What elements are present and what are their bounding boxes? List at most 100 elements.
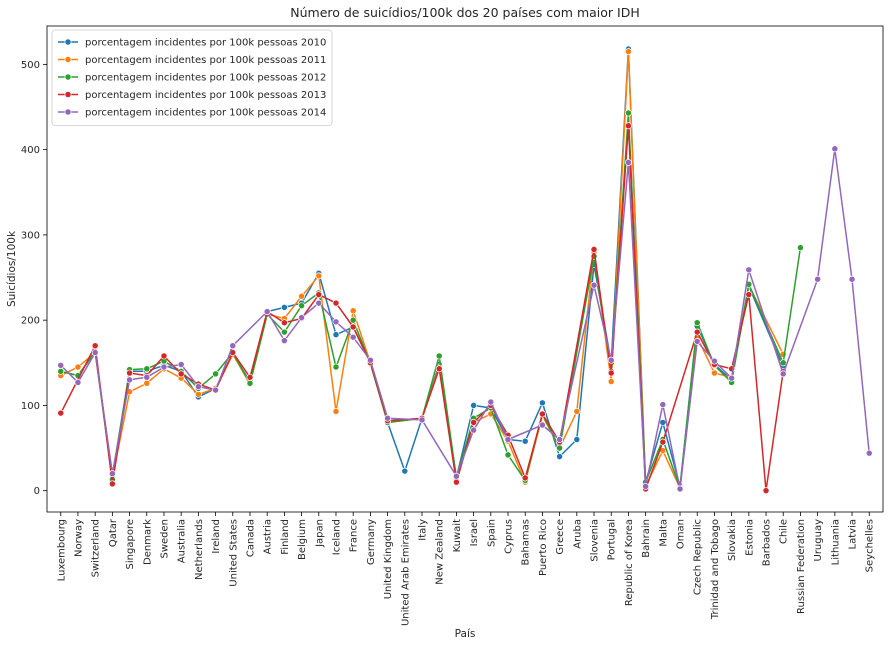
legend-label: porcentagem incidentes por 100k pessoas … <box>85 55 326 66</box>
legend-marker <box>64 91 72 98</box>
data-point <box>693 328 701 336</box>
data-point <box>745 266 753 274</box>
data-point <box>607 369 615 377</box>
data-point <box>745 291 753 299</box>
data-point <box>177 361 185 368</box>
x-tick-label: Portugal <box>607 519 618 560</box>
data-point <box>762 487 770 495</box>
x-tick-label: Russian Federation <box>796 519 807 614</box>
data-point <box>401 467 409 475</box>
legend-marker <box>64 73 72 81</box>
x-tick-label: Japan <box>314 519 325 548</box>
data-point <box>487 398 495 406</box>
data-point <box>212 386 220 394</box>
data-point <box>573 436 581 443</box>
x-tick-label: Slovenia <box>590 519 601 562</box>
data-point <box>538 399 546 407</box>
x-tick-label: Puerto Rico <box>538 519 549 576</box>
data-point <box>229 342 237 350</box>
data-point <box>538 421 546 429</box>
plot-area: 0 100 200 300 400 500 Luxembourg Norway Switzerl… <box>21 25 884 626</box>
y-axis-label: Suicídios/100k <box>6 230 18 307</box>
x-tick-label: Malta <box>658 519 669 547</box>
data-point <box>74 363 82 371</box>
x-tick-label: Czech Republic <box>693 519 704 595</box>
data-point <box>108 480 116 488</box>
data-point <box>57 361 65 369</box>
x-tick-label: United Kingdom <box>383 519 394 599</box>
data-point <box>504 436 512 443</box>
x-tick-label: Barbados <box>762 519 773 566</box>
data-point <box>418 416 426 424</box>
x-tick-label: Lithuania <box>830 519 841 565</box>
data-point <box>556 436 564 443</box>
x-tick-label: Estonia <box>744 519 755 556</box>
legend-marker <box>64 38 72 46</box>
data-point <box>366 356 374 364</box>
data-point <box>624 48 632 56</box>
x-tick-label: Oman <box>676 519 687 549</box>
legend-box <box>51 29 333 126</box>
data-point <box>504 451 512 459</box>
data-point <box>194 383 202 391</box>
x-tick-label: Republic of Korea <box>624 519 635 606</box>
data-point <box>349 307 357 315</box>
data-point <box>521 437 529 445</box>
data-point <box>332 331 340 339</box>
data-point <box>659 401 667 409</box>
data-point <box>693 319 701 327</box>
x-tick-label: Netherlands <box>194 519 205 580</box>
y-tick-label: 0 <box>34 486 40 497</box>
series-line-5 <box>60 148 870 490</box>
data-point <box>728 374 736 382</box>
data-point <box>556 444 564 452</box>
data-point <box>108 470 116 478</box>
data-point <box>779 359 787 367</box>
y-tick-label: 400 <box>21 145 40 156</box>
chart-title: Número de suicídios/100k dos 20 países c… <box>290 5 639 20</box>
x-tick-label: United States <box>228 519 239 587</box>
x-tick-label: Latvia <box>848 519 859 549</box>
data-point <box>538 410 546 418</box>
data-point <box>676 485 684 493</box>
data-point <box>814 275 822 283</box>
data-point <box>642 482 650 490</box>
data-point <box>315 272 323 280</box>
y-tick-label: 500 <box>21 60 40 71</box>
data-point <box>91 349 99 357</box>
x-tick-label: Bahrain <box>641 519 652 558</box>
x-tick-label: Trinidad and Tobago <box>710 519 721 620</box>
series-line-3 <box>60 112 802 489</box>
legend-label: porcentagem incidentes por 100k pessoas … <box>85 38 326 49</box>
data-point <box>556 453 564 461</box>
data-point <box>779 370 787 378</box>
data-point <box>177 370 185 378</box>
x-tick-label: Qatar <box>108 518 119 547</box>
data-point <box>315 299 323 307</box>
x-tick-label: Ireland <box>211 519 222 554</box>
data-point <box>796 244 804 252</box>
data-point <box>435 365 443 373</box>
data-point <box>74 378 82 386</box>
x-tick-label: Kuwait <box>452 519 463 552</box>
x-tick-label: France <box>349 519 360 552</box>
x-tick-label: Canada <box>245 519 256 557</box>
y-tick-label: 100 <box>21 401 40 412</box>
data-point <box>710 357 718 365</box>
data-point <box>126 376 134 384</box>
legend-label: porcentagem incidentes por 100k pessoas … <box>85 108 326 119</box>
data-point <box>298 314 306 322</box>
data-point <box>384 414 392 422</box>
data-point <box>659 419 667 426</box>
y-tick-label: 300 <box>21 230 40 241</box>
data-point <box>280 337 288 345</box>
x-tick-label: Chile <box>779 519 790 544</box>
x-tick-label: Austria <box>263 519 274 554</box>
x-tick-label: Germany <box>366 519 377 565</box>
data-point <box>280 303 288 311</box>
data-point <box>590 281 598 289</box>
data-point <box>143 379 151 387</box>
x-tick-label: Iceland <box>331 519 342 555</box>
data-point <box>349 333 357 341</box>
legend-label: porcentagem incidentes por 100k pessoas … <box>85 73 326 84</box>
